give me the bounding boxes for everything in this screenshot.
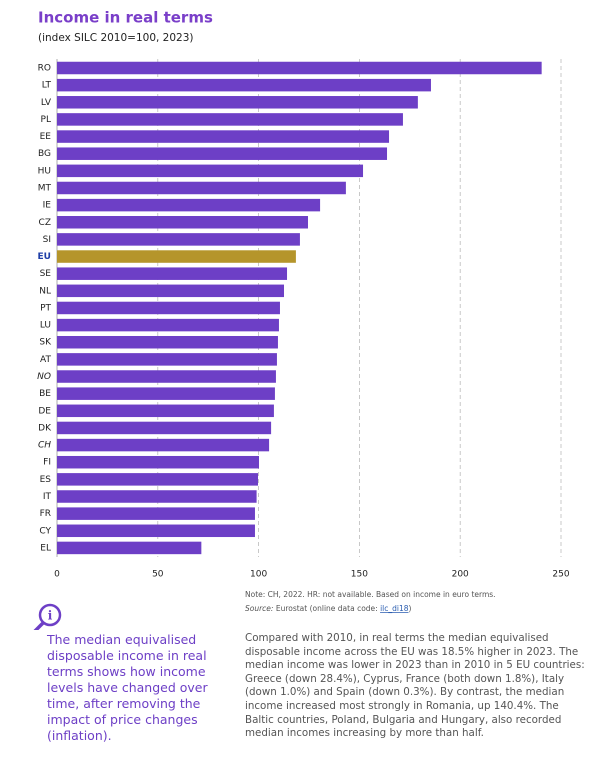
x-tick-label: 0: [54, 570, 60, 580]
bar: [57, 301, 280, 315]
bar: [57, 455, 260, 469]
note: Note: CH, 2022. HR: not available. Based…: [245, 590, 496, 599]
bar: [57, 421, 272, 435]
x-tick-label: 250: [552, 570, 569, 580]
y-tick-label: PT: [40, 303, 51, 313]
y-tick-label: BG: [38, 149, 51, 159]
sidebar-text: The median equivalised disposable income…: [47, 632, 208, 743]
info-icon: i: [33, 603, 62, 630]
bar: [57, 524, 255, 538]
y-tick-label: SI: [43, 235, 51, 245]
x-tick-label: 100: [250, 570, 267, 580]
y-tick-label: CZ: [39, 218, 51, 228]
y-tick-label: NL: [39, 286, 51, 296]
y-tick-label: RO: [38, 64, 51, 74]
source-link[interactable]: ilc_di18: [380, 604, 409, 613]
bar: [57, 61, 542, 75]
bar: [57, 387, 275, 400]
bar: [57, 370, 276, 383]
y-tick-label: LV: [41, 98, 52, 108]
bar: [57, 198, 321, 212]
bar: [57, 318, 279, 332]
bar: [57, 284, 285, 298]
bar: [57, 147, 388, 160]
bar: [57, 507, 255, 520]
y-tick-label: CH: [38, 441, 51, 451]
y-tick-label: EE: [40, 132, 52, 142]
y-tick-label: BE: [39, 389, 51, 399]
y-tick-label: SE: [40, 269, 52, 279]
y-tick-label: IE: [43, 201, 52, 211]
x-tick-label: 150: [351, 570, 368, 580]
y-tick-label: ES: [40, 475, 52, 485]
body-text: Compared with 2010, in real terms the me…: [245, 632, 585, 740]
y-tick-label: LU: [40, 321, 51, 331]
source-end: ): [409, 604, 412, 613]
bar: [57, 181, 346, 195]
source: Source: Eurostat (online data code: ilc_…: [245, 604, 412, 613]
y-tick-label: FR: [40, 509, 51, 519]
y-tick-label: EL: [40, 543, 51, 553]
y-tick-label: MT: [38, 183, 52, 193]
chart: Income in real terms (index SILC 2010=10…: [33, 9, 570, 630]
y-tick-label: DK: [38, 423, 52, 433]
y-tick-label: LT: [42, 81, 52, 91]
bar: [57, 438, 270, 452]
y-tick-label: AT: [40, 355, 51, 365]
y-tick-label: IT: [43, 492, 52, 502]
bar: [57, 113, 403, 126]
bar: [57, 164, 364, 178]
bar: [57, 233, 300, 246]
bar: [57, 96, 418, 109]
x-tick-label: 50: [152, 570, 164, 580]
bar: [57, 473, 258, 486]
y-tick-label: HU: [38, 166, 51, 176]
bar: [57, 250, 296, 263]
bar: [57, 335, 278, 349]
bar: [57, 78, 431, 92]
y-tick-label: PL: [41, 115, 51, 125]
y-tick-label: NO: [37, 372, 51, 382]
bar: [57, 353, 277, 366]
y-tick-label: SK: [39, 338, 52, 348]
bar: [57, 404, 274, 418]
bar: [57, 541, 202, 555]
source-label: Source:: [245, 604, 273, 613]
chart-subtitle: (index SILC 2010=100, 2023): [38, 32, 194, 44]
svg-text:i: i: [48, 609, 53, 623]
y-tick-label: DE: [38, 406, 51, 416]
source-text: Eurostat (online data code:: [273, 604, 380, 613]
chart-title: Income in real terms: [38, 9, 213, 27]
bar: [57, 267, 288, 280]
bar: [57, 216, 308, 229]
bar: [57, 130, 390, 143]
x-tick-label: 200: [452, 570, 469, 580]
bar: [57, 490, 257, 503]
y-tick-label: EU: [38, 252, 51, 262]
y-tick-label: CY: [39, 526, 51, 536]
y-tick-label: FI: [43, 458, 51, 468]
